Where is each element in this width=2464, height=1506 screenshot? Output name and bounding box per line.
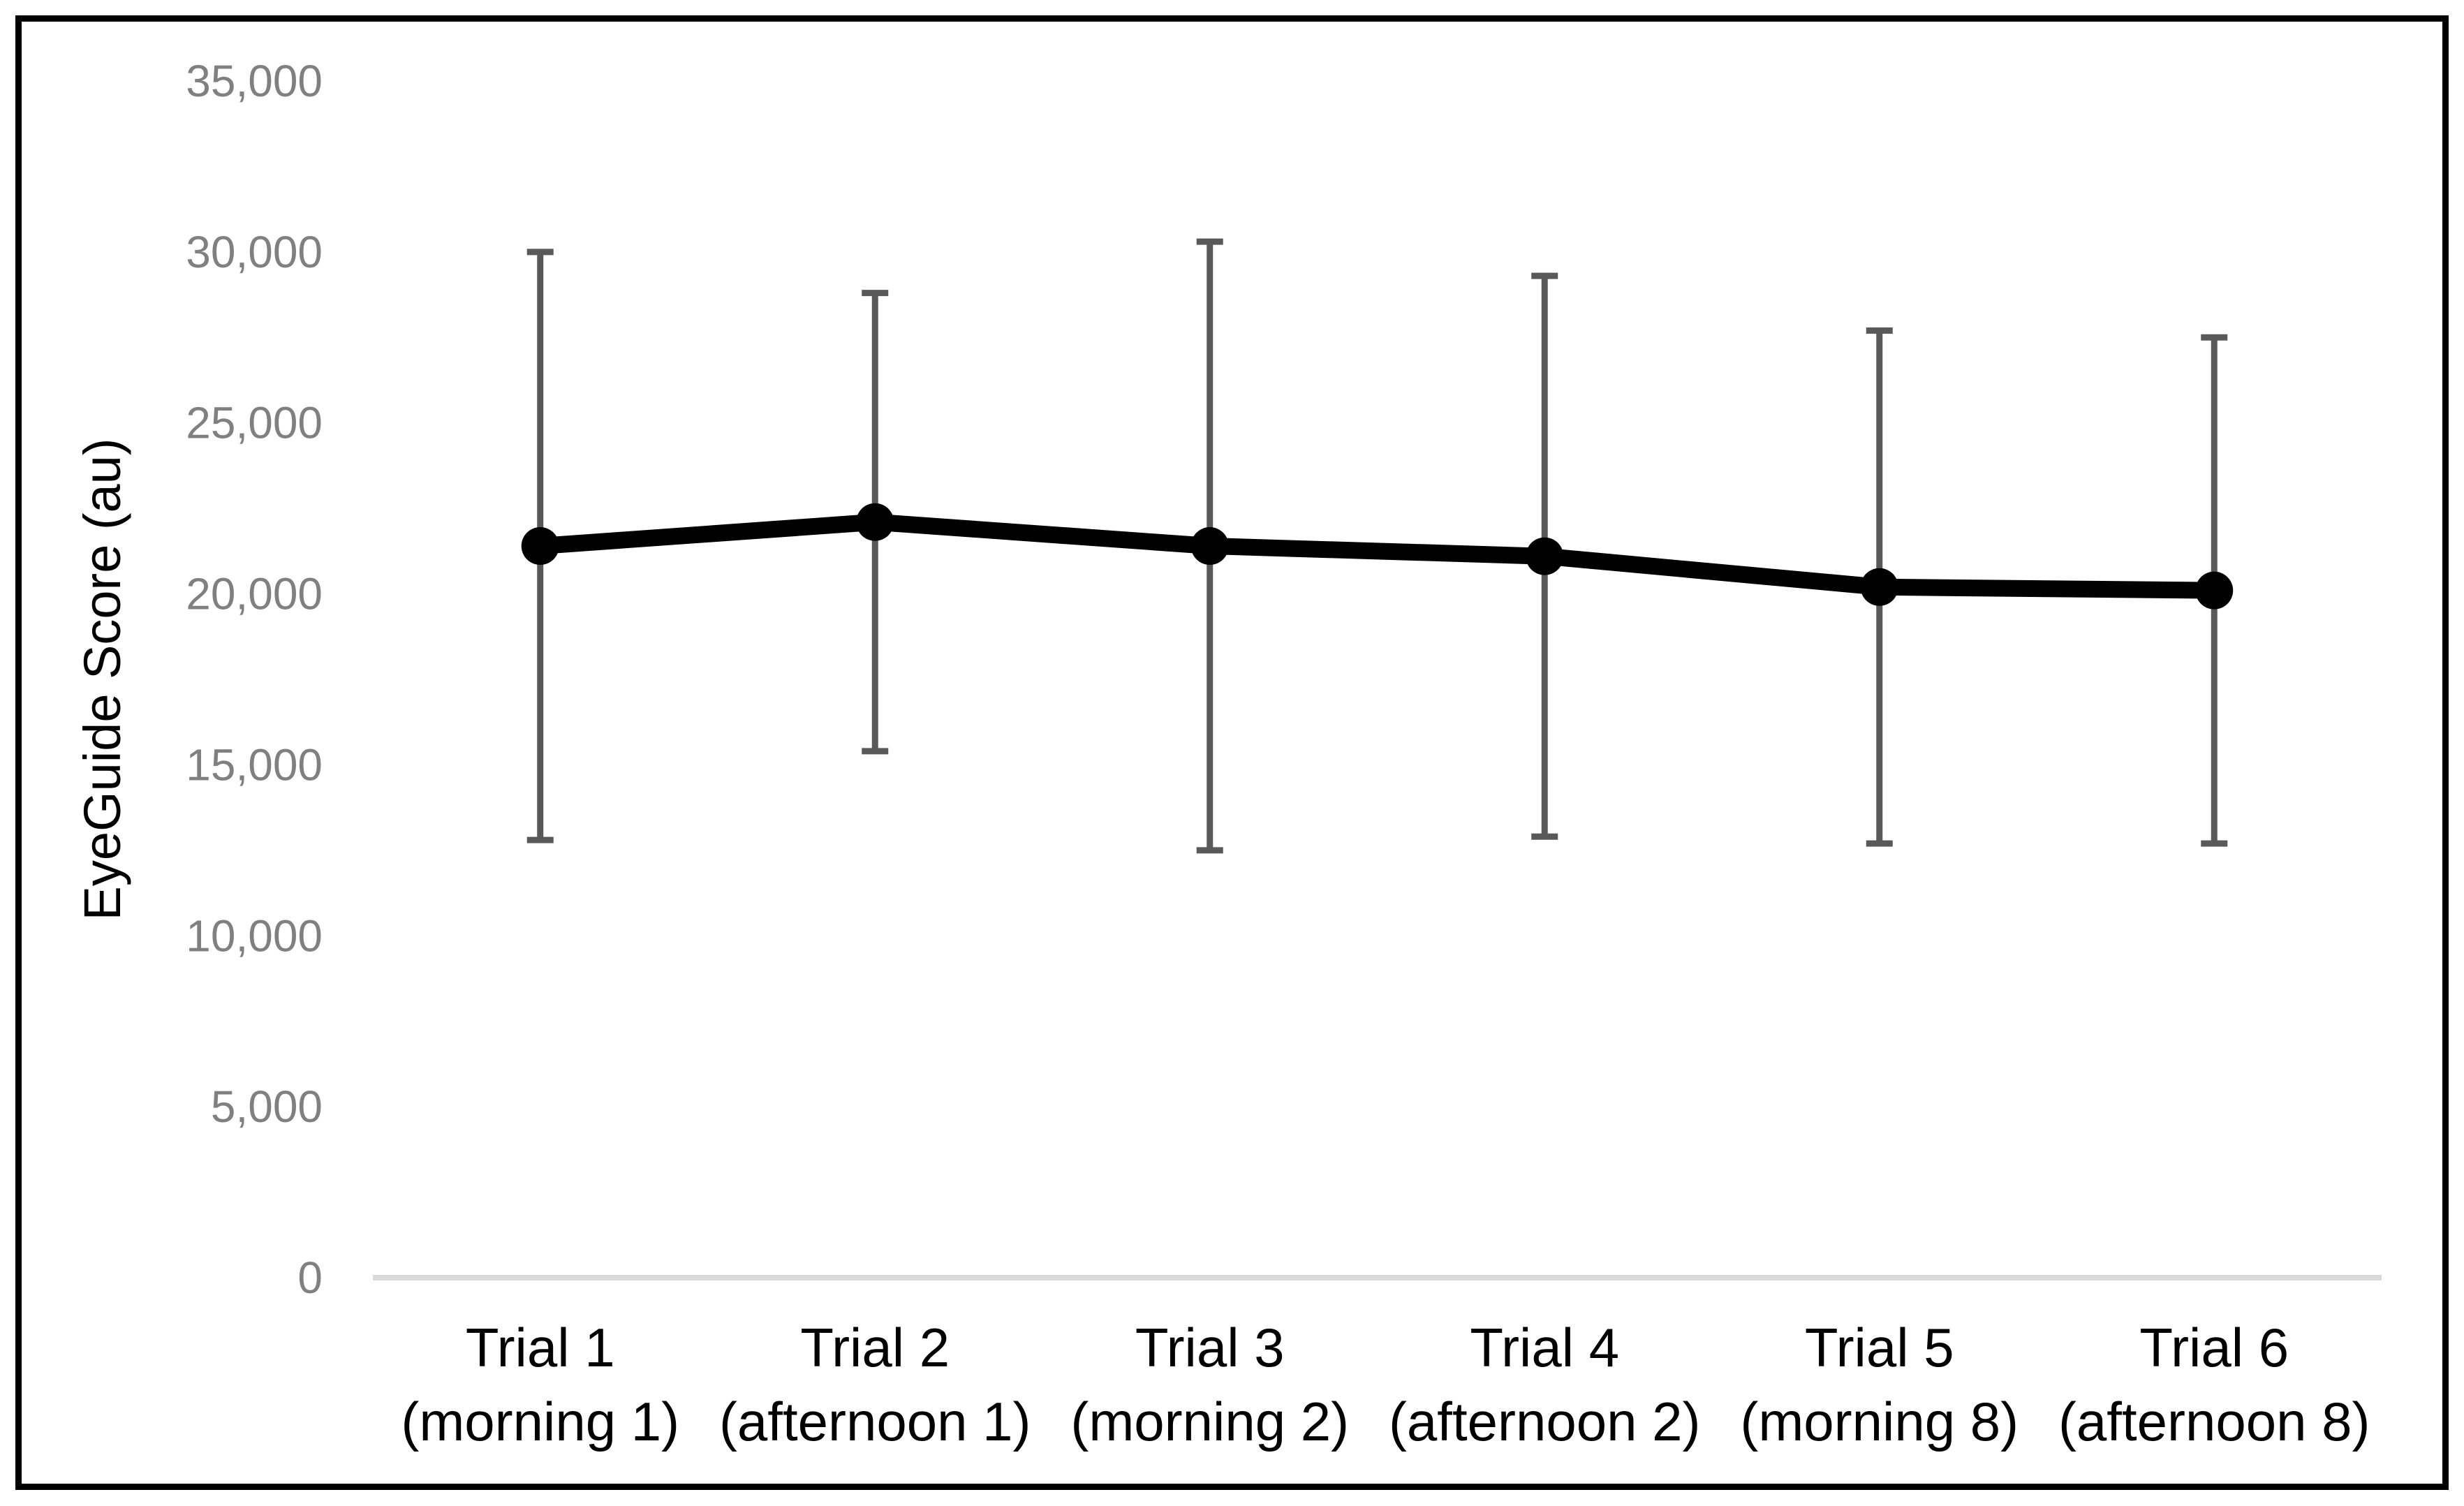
x-category-label: Trial 2 (afternoon 1) <box>719 1317 1031 1452</box>
x-category-label: Trial 6 (afternoon 8) <box>2058 1317 2370 1452</box>
y-tick-label: 0 <box>297 1253 323 1303</box>
data-point-marker <box>1526 537 1564 575</box>
x-category-label-line2: (afternoon 8) <box>2058 1391 2370 1452</box>
data-point-marker <box>2195 571 2234 610</box>
data-point-marker <box>1190 527 1229 566</box>
x-category-label-line1: Trial 5 <box>1805 1317 1954 1378</box>
y-tick-label: 35,000 <box>186 56 323 106</box>
x-category-label: Trial 1 (morning 1) <box>401 1317 679 1452</box>
data-point-marker <box>1860 568 1898 606</box>
x-category-label-line2: (morning 8) <box>1740 1391 2019 1452</box>
x-category-label: Trial 3 (morning 2) <box>1070 1317 1349 1452</box>
x-category-label-line1: Trial 1 <box>466 1317 615 1378</box>
data-point-marker <box>521 527 559 566</box>
chart-border-frame <box>15 15 2449 1490</box>
y-axis-tick-labels: 0 5,000 10,000 15,000 20,000 25,000 30,000 35,0… <box>186 56 323 1303</box>
y-tick-label: 25,000 <box>186 398 323 448</box>
x-category-label-line1: Trial 6 <box>2139 1317 2289 1378</box>
y-tick-label: 10,000 <box>186 910 323 961</box>
x-category-label-line2: (morning 2) <box>1070 1391 1349 1452</box>
y-tick-label: 20,000 <box>186 569 323 619</box>
y-axis-title: EyeGuide Score (au) <box>73 438 131 920</box>
series-line <box>531 513 2223 599</box>
x-category-label-line1: Trial 2 <box>800 1317 950 1378</box>
x-category-label: Trial 5 (morning 8) <box>1740 1317 2019 1452</box>
x-category-label-line2: (afternoon 2) <box>1389 1391 1701 1452</box>
x-category-label-line1: Trial 4 <box>1470 1317 1619 1378</box>
data-point-marker <box>856 503 894 541</box>
y-tick-label: 5,000 <box>211 1081 323 1132</box>
x-category-label: Trial 4 (afternoon 2) <box>1389 1317 1701 1452</box>
x-category-label-line2: (morning 1) <box>401 1391 679 1452</box>
x-category-label-line2: (afternoon 1) <box>719 1391 1031 1452</box>
x-axis-category-labels: Trial 1(morning 1)Trial 2(afternoon 1)Tr… <box>401 1317 2370 1452</box>
plot-area <box>373 238 2382 1280</box>
x-category-label-line1: Trial 3 <box>1135 1317 1285 1378</box>
y-tick-label: 30,000 <box>186 227 323 277</box>
y-tick-label: 15,000 <box>186 739 323 790</box>
